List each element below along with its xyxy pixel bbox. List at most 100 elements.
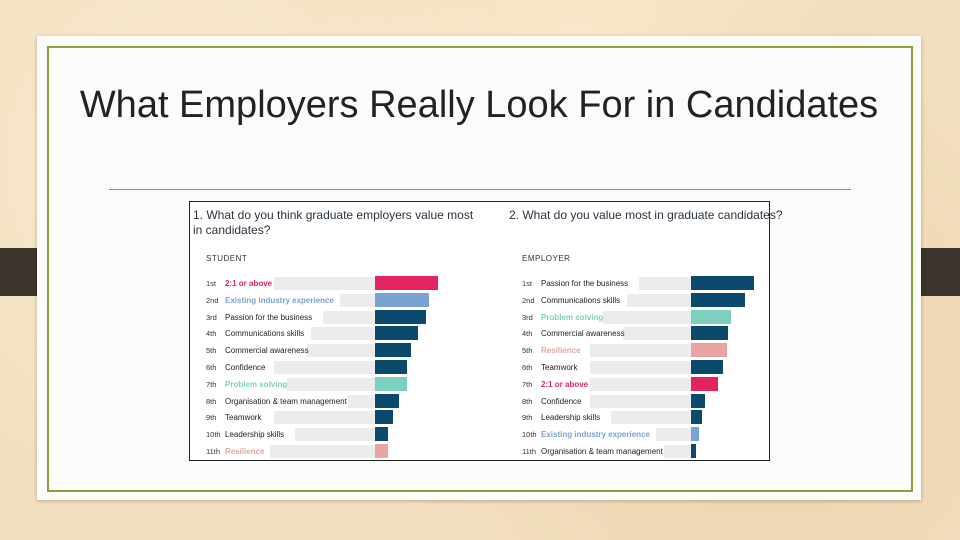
rank-label: 4th: [522, 329, 533, 339]
title-divider: [109, 189, 851, 190]
bar: [375, 343, 411, 358]
category-label: 2:1 or above: [541, 379, 589, 389]
category-label: Passion for the business: [225, 312, 313, 322]
category-label: Resilience: [541, 346, 581, 356]
bar: [375, 309, 426, 324]
bar: [691, 427, 699, 442]
bar-track: [590, 377, 691, 391]
chart-row: 10th Existing industry experience: [506, 427, 794, 442]
chart-row: 8th Confidence: [506, 393, 794, 408]
rank-label: 5th: [206, 346, 217, 356]
chart-row: 5th Resilience: [506, 343, 794, 358]
rank-label: 10th: [206, 430, 221, 440]
chart-row: 6th Confidence: [190, 360, 478, 374]
chart-row: 11th Resilience: [190, 444, 478, 458]
bar: [691, 410, 702, 425]
category-label: Organisation & team management: [225, 396, 347, 406]
bar-track: [323, 310, 375, 324]
slide: What Employers Really Look For in Candid…: [37, 36, 921, 500]
bar: [691, 360, 723, 374]
category-label: Passion for the business: [541, 279, 629, 288]
bar: [691, 276, 754, 290]
category-label: Resilience: [225, 447, 265, 456]
bar: [375, 326, 418, 341]
student-group-label: STUDENT: [206, 254, 248, 263]
bar-track: [664, 445, 691, 458]
bar: [691, 326, 728, 341]
employer-group-label: EMPLOYER: [522, 254, 571, 263]
chart-row: 3rd Passion for the business: [190, 309, 478, 324]
employer-question: 2. What do you value most in graduate ca…: [509, 208, 783, 222]
student-panel: 1. What do you think graduate employers …: [190, 202, 478, 460]
bar-track: [627, 293, 691, 307]
chart-row: 4th Commercial awareness: [506, 326, 794, 341]
bar: [375, 393, 399, 408]
bar-track: [307, 344, 375, 358]
rank-label: 11th: [522, 447, 537, 456]
chart-row: 7th 2:1 or above: [506, 376, 794, 391]
chart-row: 5th Commercial awareness: [190, 343, 478, 358]
bar: [375, 276, 438, 290]
chart-row: 2nd Existing industry experience: [190, 292, 478, 307]
chart-row: 2nd Communications skills: [506, 292, 794, 307]
employer-panel: 2. What do you value most in graduate ca…: [506, 202, 794, 460]
bar-track: [655, 428, 691, 442]
bar-track: [590, 361, 691, 374]
rank-label: 9th: [206, 413, 217, 423]
rank-label: 2nd: [522, 295, 535, 305]
bar: [375, 410, 393, 425]
bar: [375, 360, 407, 374]
bar-track: [639, 277, 691, 290]
rank-label: 8th: [206, 396, 217, 406]
bar: [375, 292, 429, 307]
chart-row: 3rd Problem solving: [506, 309, 794, 324]
category-label: Organisation & team management: [541, 447, 663, 456]
slide-frame: [47, 46, 913, 492]
rank-label: 10th: [522, 430, 537, 440]
chart-row: 6th Teamwork: [506, 360, 794, 374]
bar-track: [294, 428, 375, 442]
chart-row: 1st 2:1 or above: [190, 276, 478, 290]
chart-row: 11th Organisation & team management: [506, 444, 794, 458]
category-label: Communications skills: [541, 295, 621, 305]
bar-track: [590, 344, 691, 358]
category-label: Existing industry experience: [541, 430, 650, 440]
category-label: Teamwork: [225, 413, 262, 423]
rank-label: 5th: [522, 346, 533, 356]
comparison-figure: 1. What do you think graduate employers …: [189, 201, 783, 461]
rank-label: 1st: [522, 279, 533, 288]
rank-label: 7th: [206, 379, 217, 389]
rank-label: 4th: [206, 329, 217, 339]
bar-track: [274, 277, 375, 290]
rank-label: 6th: [522, 363, 533, 372]
bar-track: [590, 394, 691, 408]
category-label: Commercial awareness: [225, 346, 309, 356]
bar-track: [610, 411, 691, 425]
chart-row: 9th Leadership skills: [506, 410, 794, 425]
chart-row: 8th Organisation & team management: [190, 393, 478, 408]
bar: [691, 343, 727, 358]
bar: [691, 376, 718, 391]
category-label: Confidence: [541, 396, 582, 406]
category-label: Existing industry experience: [225, 295, 334, 305]
rank-label: 6th: [206, 363, 217, 372]
slide-title: What Employers Really Look For in Candid…: [79, 84, 879, 126]
category-label: Problem solving: [541, 312, 604, 322]
rank-label: 3rd: [206, 312, 217, 322]
chart-row: 10th Leadership skills: [190, 427, 478, 442]
bar-track: [348, 394, 375, 408]
category-label: Teamwork: [541, 363, 578, 372]
bar-track: [286, 377, 375, 391]
bar: [375, 444, 388, 458]
rank-label: 11th: [206, 447, 221, 456]
bar-track: [274, 411, 375, 425]
bar: [691, 444, 696, 458]
rank-label: 1st: [206, 279, 217, 288]
bar: [691, 309, 731, 324]
rank-label: 2nd: [206, 295, 219, 305]
chart-row: 7th Problem solving: [190, 376, 478, 391]
bar: [375, 427, 388, 442]
rank-label: 8th: [522, 396, 533, 406]
bar-track: [623, 327, 691, 341]
chart-row: 4th Communications skills: [190, 326, 478, 341]
